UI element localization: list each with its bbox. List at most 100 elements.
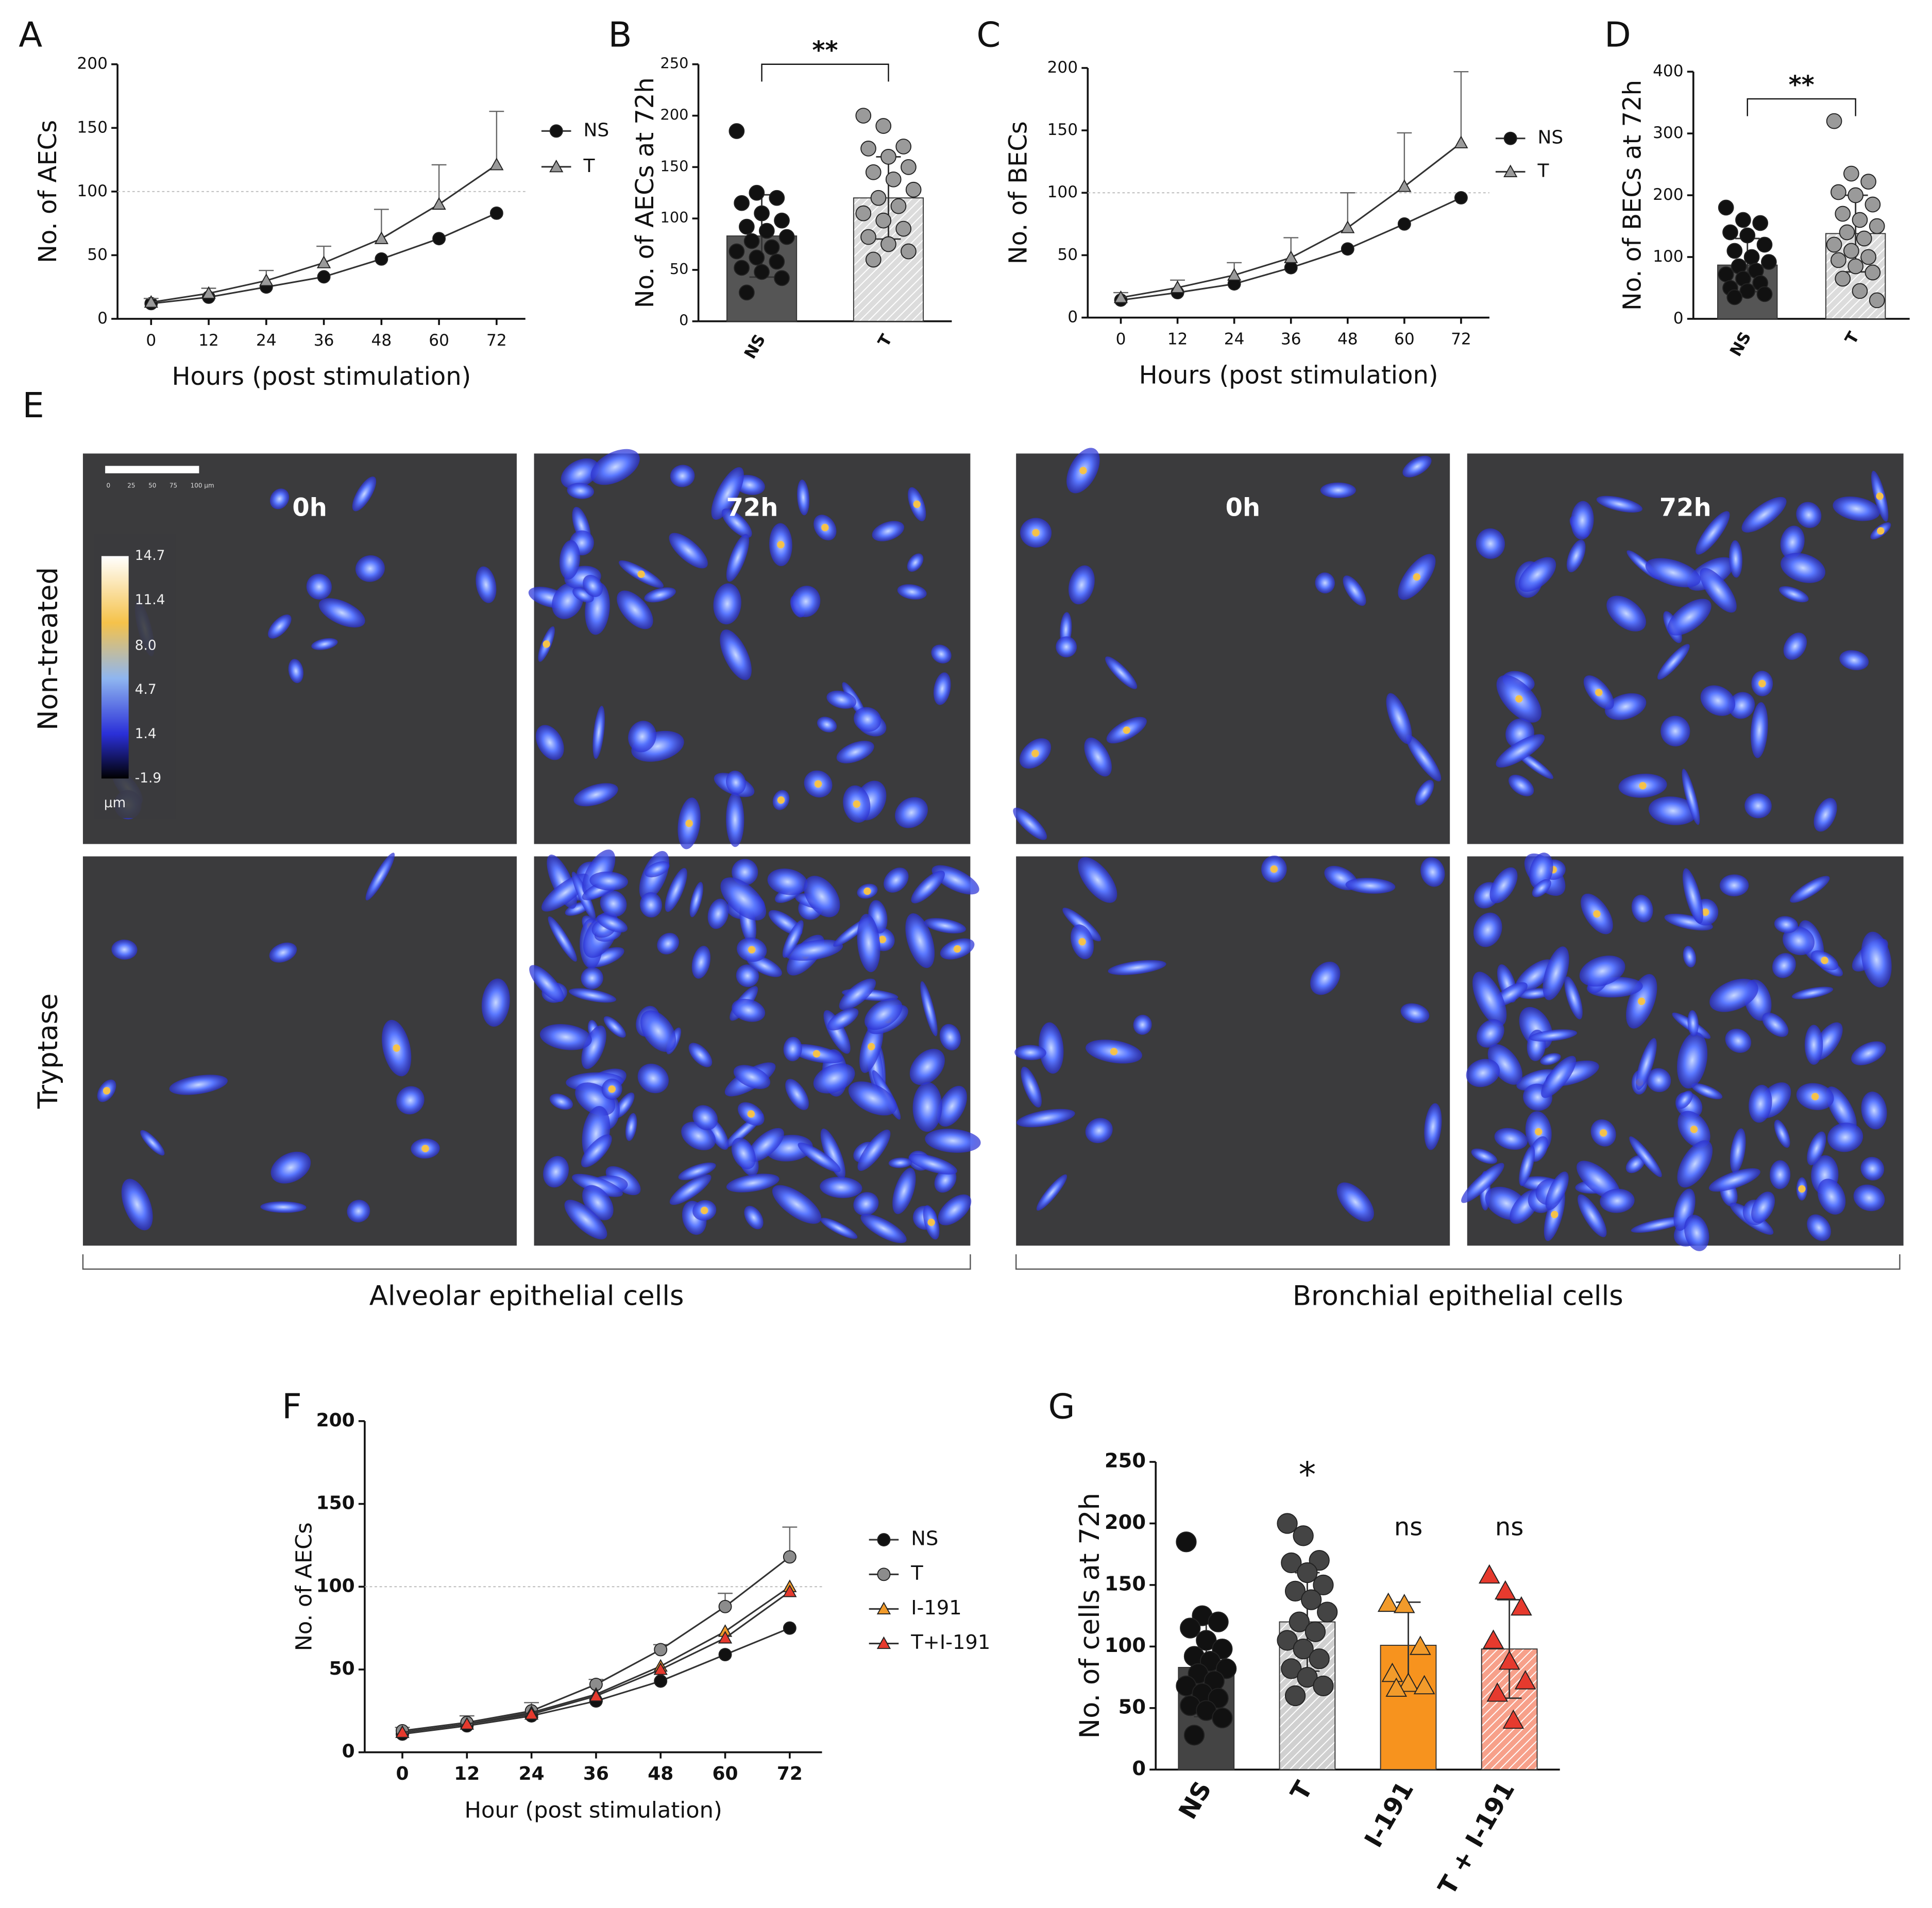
x-tick-label: 0 bbox=[396, 1763, 409, 1784]
marker bbox=[1284, 1580, 1306, 1602]
cell bbox=[561, 458, 599, 489]
cell bbox=[1605, 693, 1647, 720]
cell bbox=[1402, 455, 1432, 478]
cell bbox=[260, 1201, 307, 1213]
image-background bbox=[1016, 856, 1450, 1246]
cell bbox=[888, 1157, 912, 1168]
cell bbox=[820, 1218, 858, 1239]
marker bbox=[1869, 218, 1885, 234]
cell bbox=[1543, 946, 1569, 1000]
marker bbox=[1284, 1685, 1306, 1707]
cell bbox=[1804, 1025, 1823, 1065]
cell bbox=[938, 1194, 972, 1225]
legend-label: NS bbox=[584, 120, 609, 141]
x-tick-label: T bbox=[1842, 329, 1863, 348]
cell bbox=[1696, 511, 1730, 555]
y-tick-label: 200 bbox=[1105, 1511, 1146, 1534]
x-tick-label: 0 bbox=[1116, 330, 1126, 349]
y-tick-label: 0 bbox=[1067, 308, 1078, 327]
cell-peak bbox=[393, 1044, 400, 1052]
marker bbox=[718, 1648, 732, 1662]
cell bbox=[1518, 557, 1556, 592]
marker bbox=[728, 243, 745, 260]
error-bar bbox=[489, 110, 504, 165]
cell bbox=[747, 1128, 784, 1162]
x-tick-label: T + I-191 bbox=[1433, 1777, 1521, 1900]
cell bbox=[1564, 976, 1583, 1019]
cell bbox=[1471, 1148, 1498, 1164]
cell bbox=[1529, 1029, 1578, 1042]
cell bbox=[826, 690, 857, 709]
cell bbox=[1631, 1216, 1688, 1233]
cell-peak bbox=[701, 1206, 708, 1214]
cell bbox=[907, 553, 924, 572]
y-tick-label: 150 bbox=[77, 118, 108, 137]
marker bbox=[1313, 1574, 1334, 1596]
cell bbox=[1772, 953, 1796, 978]
y-axis-label: No. of BECs bbox=[1004, 121, 1032, 264]
cell bbox=[476, 566, 497, 603]
cell bbox=[857, 1129, 891, 1171]
cell bbox=[1085, 1118, 1113, 1144]
cell bbox=[481, 978, 510, 1027]
cell-peak bbox=[1032, 529, 1040, 537]
marker bbox=[1739, 227, 1756, 244]
cell-peak bbox=[814, 780, 822, 788]
group-label: Bronchial epithelial cells bbox=[1293, 1281, 1623, 1312]
marker bbox=[374, 231, 388, 244]
marker bbox=[1511, 1596, 1532, 1616]
marker bbox=[1831, 184, 1846, 200]
cell bbox=[1084, 737, 1112, 777]
microscopy-image bbox=[528, 449, 971, 849]
cell bbox=[1814, 798, 1837, 832]
y-tick-label: 200 bbox=[316, 1410, 355, 1431]
marker bbox=[1293, 1525, 1314, 1546]
y-tick-label: 200 bbox=[1047, 58, 1078, 77]
cell bbox=[1596, 496, 1642, 513]
cell bbox=[1664, 913, 1713, 931]
microscopy-image bbox=[1467, 453, 1904, 844]
microscopy-image bbox=[1461, 853, 1904, 1251]
marker bbox=[1313, 1675, 1334, 1696]
marker bbox=[1722, 224, 1738, 241]
cell bbox=[1133, 1014, 1152, 1035]
marker bbox=[860, 141, 876, 157]
marker bbox=[875, 212, 892, 229]
cell bbox=[592, 706, 605, 759]
colorbar bbox=[101, 556, 129, 779]
marker bbox=[1848, 187, 1864, 203]
panel-letter: C bbox=[976, 15, 1001, 55]
legend-marker bbox=[877, 1533, 891, 1547]
marker bbox=[769, 190, 785, 206]
cell bbox=[1541, 1055, 1577, 1098]
cell bbox=[931, 644, 952, 663]
cell bbox=[1783, 633, 1807, 660]
cell-peak bbox=[1876, 492, 1884, 500]
marker bbox=[870, 190, 887, 206]
cell bbox=[1036, 1174, 1067, 1211]
microscopy-image bbox=[82, 853, 517, 1246]
cell-peak bbox=[1595, 689, 1603, 696]
cell-peak bbox=[1877, 527, 1885, 535]
marker bbox=[1826, 236, 1842, 253]
marker bbox=[259, 273, 274, 286]
cell bbox=[1540, 1053, 1561, 1065]
cell bbox=[1762, 1012, 1789, 1037]
cell bbox=[884, 867, 909, 893]
cell bbox=[311, 638, 338, 650]
cell bbox=[732, 859, 758, 885]
cell bbox=[912, 1082, 942, 1132]
cell bbox=[1709, 1168, 1760, 1192]
row-label: Non-treated bbox=[32, 567, 64, 730]
marker bbox=[1183, 1725, 1205, 1746]
marker bbox=[1739, 283, 1756, 299]
cell bbox=[352, 476, 377, 512]
marker bbox=[1852, 283, 1868, 299]
marker bbox=[144, 295, 158, 308]
y-tick-label: 0 bbox=[97, 309, 108, 328]
cell bbox=[939, 1024, 961, 1050]
cell bbox=[1657, 644, 1690, 680]
cell-peak bbox=[927, 1218, 935, 1226]
cell bbox=[1774, 1119, 1790, 1148]
cell bbox=[791, 586, 821, 618]
